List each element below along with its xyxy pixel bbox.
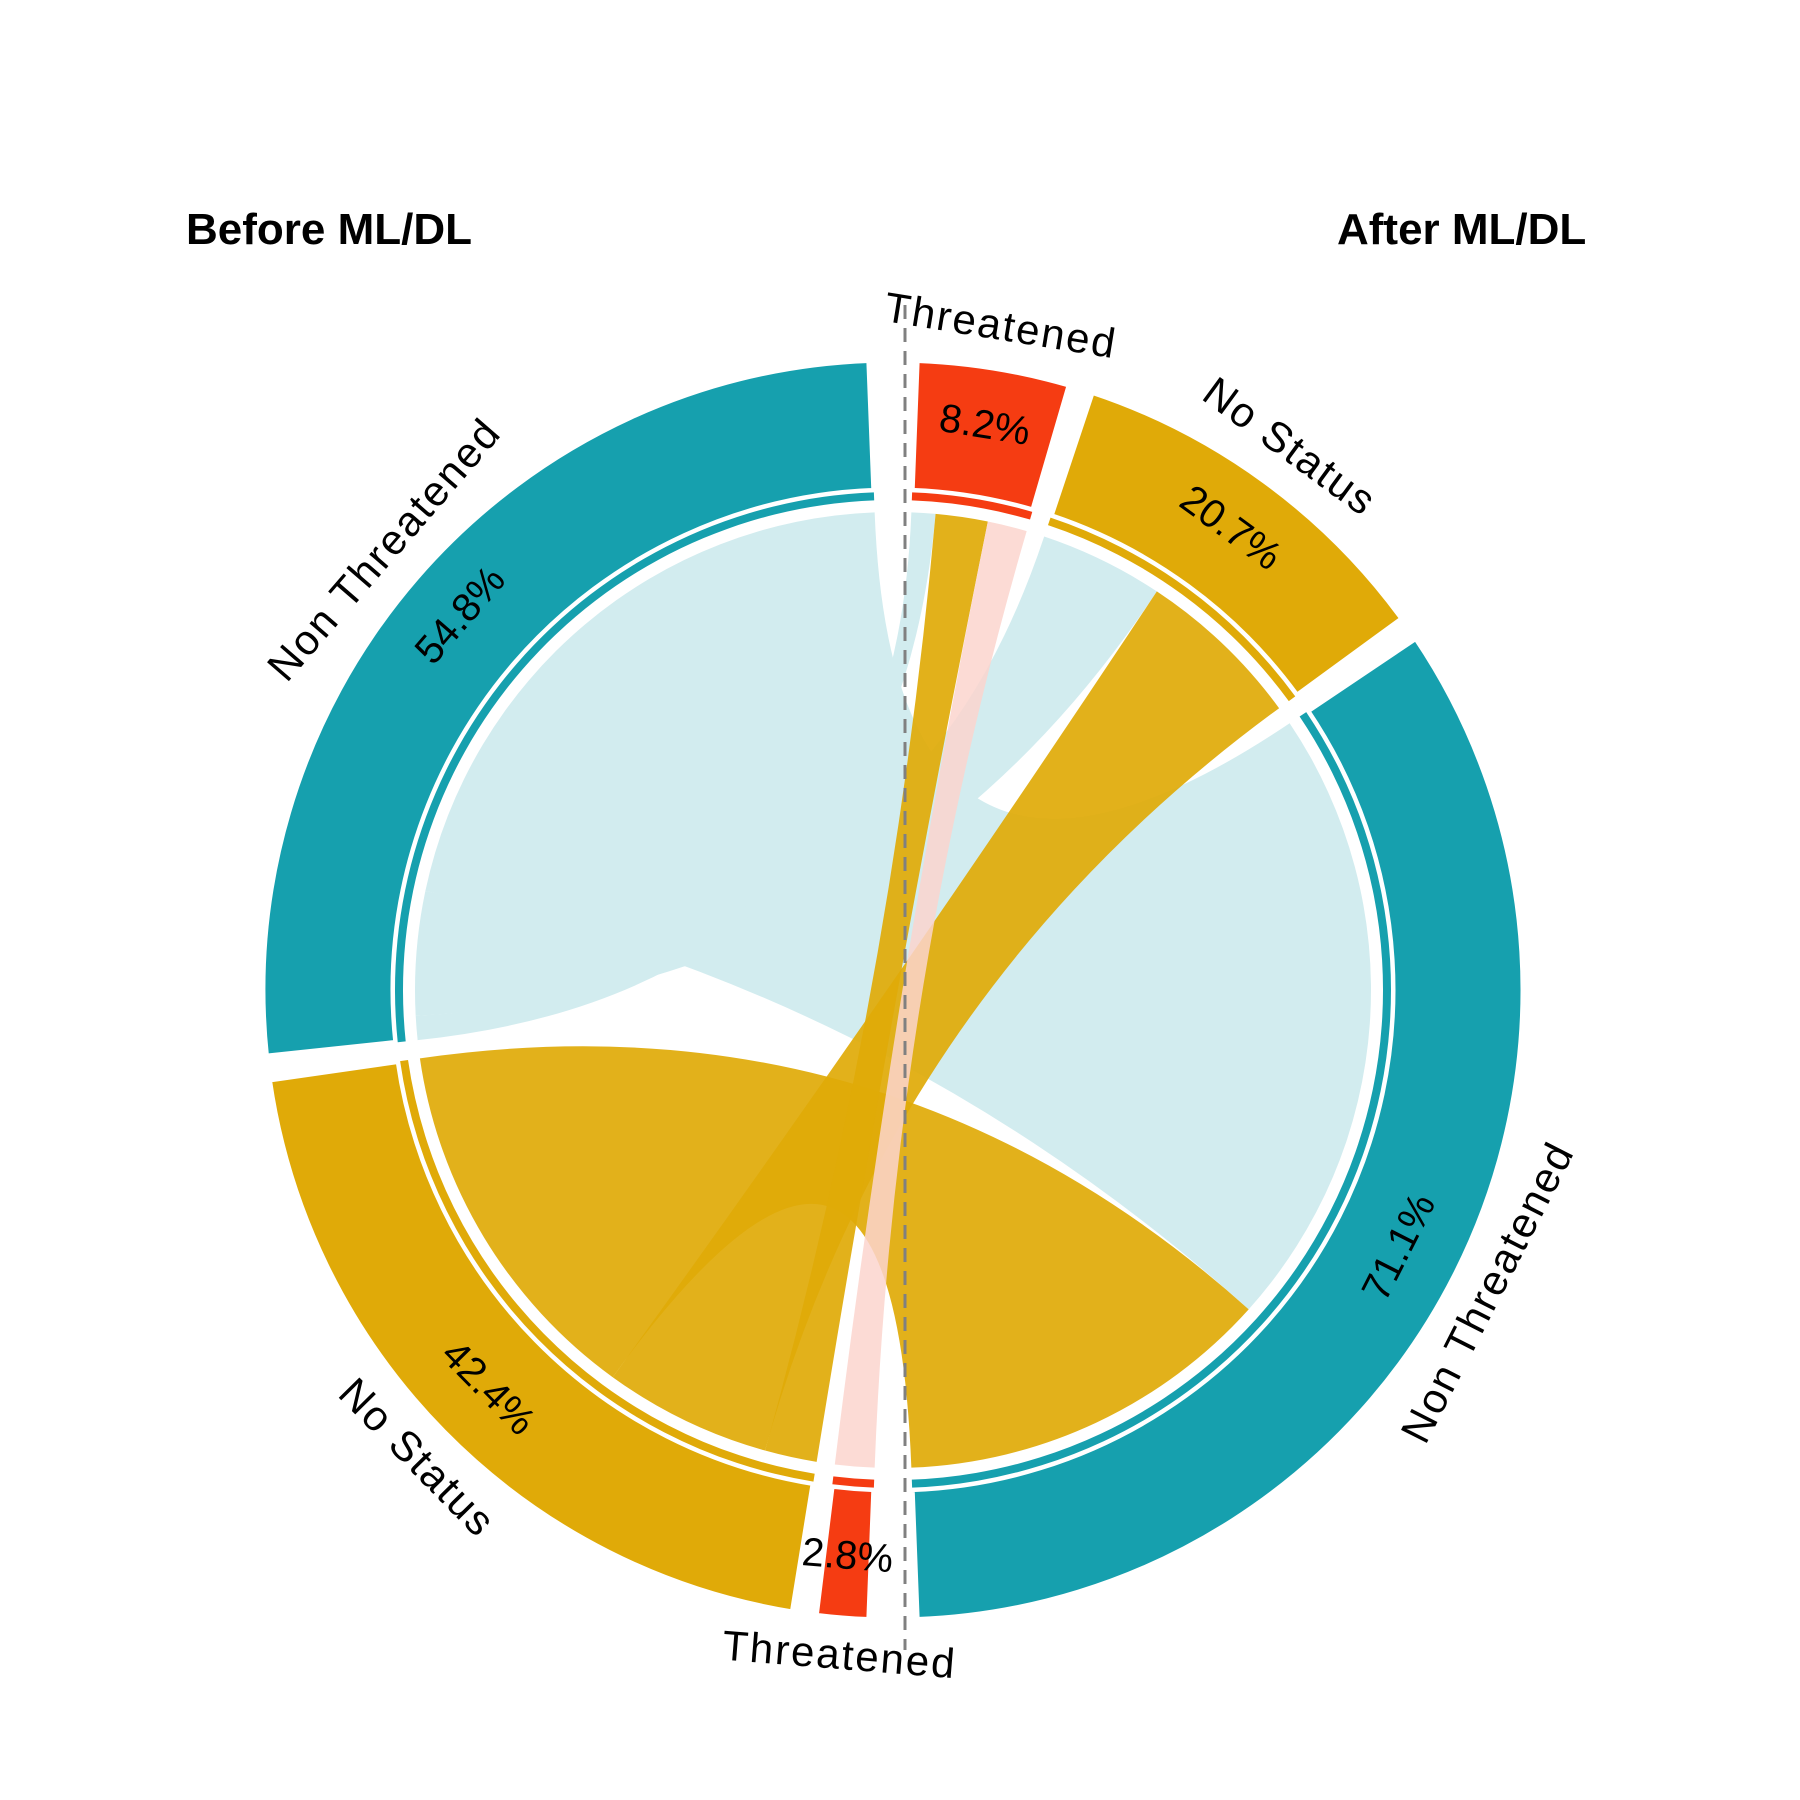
arc-before-non-threatened	[260, 357, 877, 1059]
track-after-threatened	[911, 492, 1033, 520]
arc-after-no-status	[1047, 389, 1406, 699]
category-label-after-threatened: Threatened	[881, 283, 1120, 367]
after-title: After ML/DL	[1337, 205, 1587, 254]
ribbon-no-status-to-threatened	[765, 513, 988, 1462]
ribbon-no-status-to-non-threatened	[419, 1046, 1249, 1468]
arcs-layer	[260, 357, 1526, 1623]
ribbons-layer	[414, 512, 1372, 1468]
before-title: Before ML/DL	[186, 205, 472, 254]
track-after-non-threatened	[911, 712, 1391, 1488]
ribbon-no-status-to-no-status	[612, 591, 1280, 1451]
track-before-no-status	[400, 1060, 815, 1482]
arc-before-no-status	[266, 1058, 816, 1615]
arc-after-threatened	[909, 357, 1073, 514]
ribbon-non-threatened-to-no-status	[414, 536, 1157, 1016]
ribbon-threatened-to-threatened	[834, 521, 1027, 1468]
track-before-threatened	[832, 1476, 875, 1488]
arc-after-non-threatened	[909, 634, 1526, 1623]
arc-before-threatened	[813, 1483, 877, 1623]
pct-label-before-threatened: 2.8%	[800, 1530, 894, 1581]
category-label-before-threatened: Threatened	[721, 1622, 959, 1688]
